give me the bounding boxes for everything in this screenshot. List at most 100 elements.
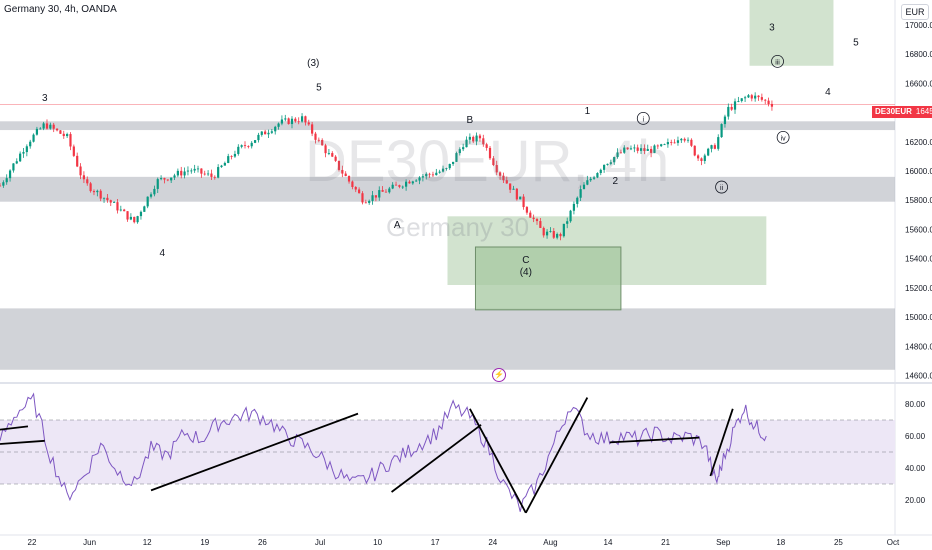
- candle-body: [586, 180, 589, 185]
- time-tick-label: 14: [604, 538, 613, 547]
- price-tick-label: 15200.0: [905, 284, 932, 293]
- candle-body: [482, 138, 485, 145]
- candle-body: [156, 179, 159, 189]
- candle-body: [539, 221, 542, 228]
- candle-body: [29, 141, 32, 147]
- candle-body: [183, 171, 186, 176]
- candle-body: [666, 142, 669, 145]
- candle-body: [690, 139, 693, 146]
- candle-body: [535, 219, 539, 222]
- candle-body: [284, 118, 287, 120]
- candle-body: [119, 209, 122, 211]
- candle-body: [542, 227, 545, 236]
- time-tick-label: Aug: [543, 538, 557, 547]
- candle-body: [368, 200, 371, 203]
- candle-body: [566, 221, 569, 224]
- price-tick-label: 17000.0: [905, 21, 932, 30]
- candle-body: [257, 134, 260, 141]
- candle-body: [72, 146, 75, 156]
- candle-body: [572, 203, 576, 211]
- candle-body: [206, 173, 210, 175]
- candle-body: [317, 139, 320, 141]
- price-tick-label: 15600.0: [905, 225, 932, 234]
- candle-body: [45, 123, 49, 129]
- candle-body: [472, 136, 475, 142]
- candle-body: [707, 148, 710, 156]
- circled-wave-label-i: i: [643, 116, 645, 123]
- candle-body: [200, 168, 203, 174]
- candle-body: [307, 122, 310, 125]
- candle-body: [686, 139, 690, 141]
- candle-body: [106, 197, 109, 201]
- time-tick-label: 18: [776, 538, 785, 547]
- wave-label-3: 3: [42, 93, 48, 104]
- candle-body: [180, 170, 183, 176]
- candle-body: [431, 174, 435, 176]
- lightning-icon[interactable]: ⚡: [492, 368, 506, 382]
- candle-body: [227, 156, 230, 163]
- candle-body: [153, 188, 156, 195]
- candle-body: [613, 157, 616, 163]
- candle-body: [754, 95, 757, 99]
- rsi-line: [0, 392, 767, 512]
- time-tick-label: 24: [488, 538, 497, 547]
- candle-body: [190, 170, 193, 172]
- candle-body: [599, 169, 602, 174]
- candle-body: [445, 168, 448, 169]
- candle-body: [441, 168, 445, 172]
- candle-body: [123, 209, 126, 212]
- candle-body: [713, 145, 716, 149]
- candle-body: [82, 175, 86, 180]
- candle-body: [243, 145, 247, 147]
- candle-body: [703, 155, 706, 161]
- candle-body: [247, 146, 250, 147]
- rsi-trendline-5: [525, 397, 589, 514]
- candle-body: [92, 191, 96, 193]
- candle-body: [371, 195, 374, 201]
- candle-body: [143, 206, 146, 212]
- candle-body: [562, 223, 565, 237]
- candle-body: [193, 168, 196, 171]
- rsi-trendline-2: [150, 412, 359, 492]
- candles: [0, 92, 774, 241]
- candle-body: [455, 153, 458, 162]
- candle-body: [438, 171, 441, 173]
- circled-wave-marker-i: [636, 111, 650, 125]
- currency-button[interactable]: EUR: [901, 4, 929, 20]
- candle-body: [576, 197, 579, 204]
- watermark-symbol: DE30EUR, 4h: [305, 129, 670, 194]
- candle-body: [401, 186, 404, 188]
- candle-body: [750, 95, 753, 99]
- circled-wave-label-iv: iv: [781, 135, 787, 142]
- candle-body: [76, 155, 79, 167]
- candle-body: [300, 116, 304, 122]
- candle-body: [512, 188, 515, 190]
- candle-body: [334, 156, 337, 161]
- candle-body: [569, 210, 572, 222]
- candle-body: [19, 153, 22, 162]
- candle-body: [448, 163, 451, 169]
- candle-body: [582, 184, 586, 190]
- candle-body: [411, 181, 414, 184]
- time-tick-label: 21: [661, 538, 670, 547]
- candle-body: [650, 148, 653, 153]
- candle-body: [166, 179, 169, 181]
- candle-body: [733, 101, 737, 110]
- candle-body: [740, 98, 743, 102]
- price-tick-label: 14800.0: [905, 342, 932, 351]
- time-tick-label: 17: [431, 538, 440, 547]
- candle-body: [79, 166, 82, 176]
- candle-body: [217, 167, 220, 178]
- price-tick-label: 16200.0: [905, 138, 932, 147]
- candle-body: [213, 176, 216, 178]
- wave-3-target-box: [749, 0, 834, 66]
- candle-body: [186, 170, 190, 172]
- candle-body: [391, 184, 394, 189]
- candle-body: [237, 146, 240, 154]
- candle-body: [394, 184, 398, 186]
- candle-body: [680, 138, 683, 141]
- candle-body: [133, 216, 136, 223]
- rsi-trendline-6: [609, 436, 700, 444]
- rsi-tick-label: 60.00: [905, 432, 926, 441]
